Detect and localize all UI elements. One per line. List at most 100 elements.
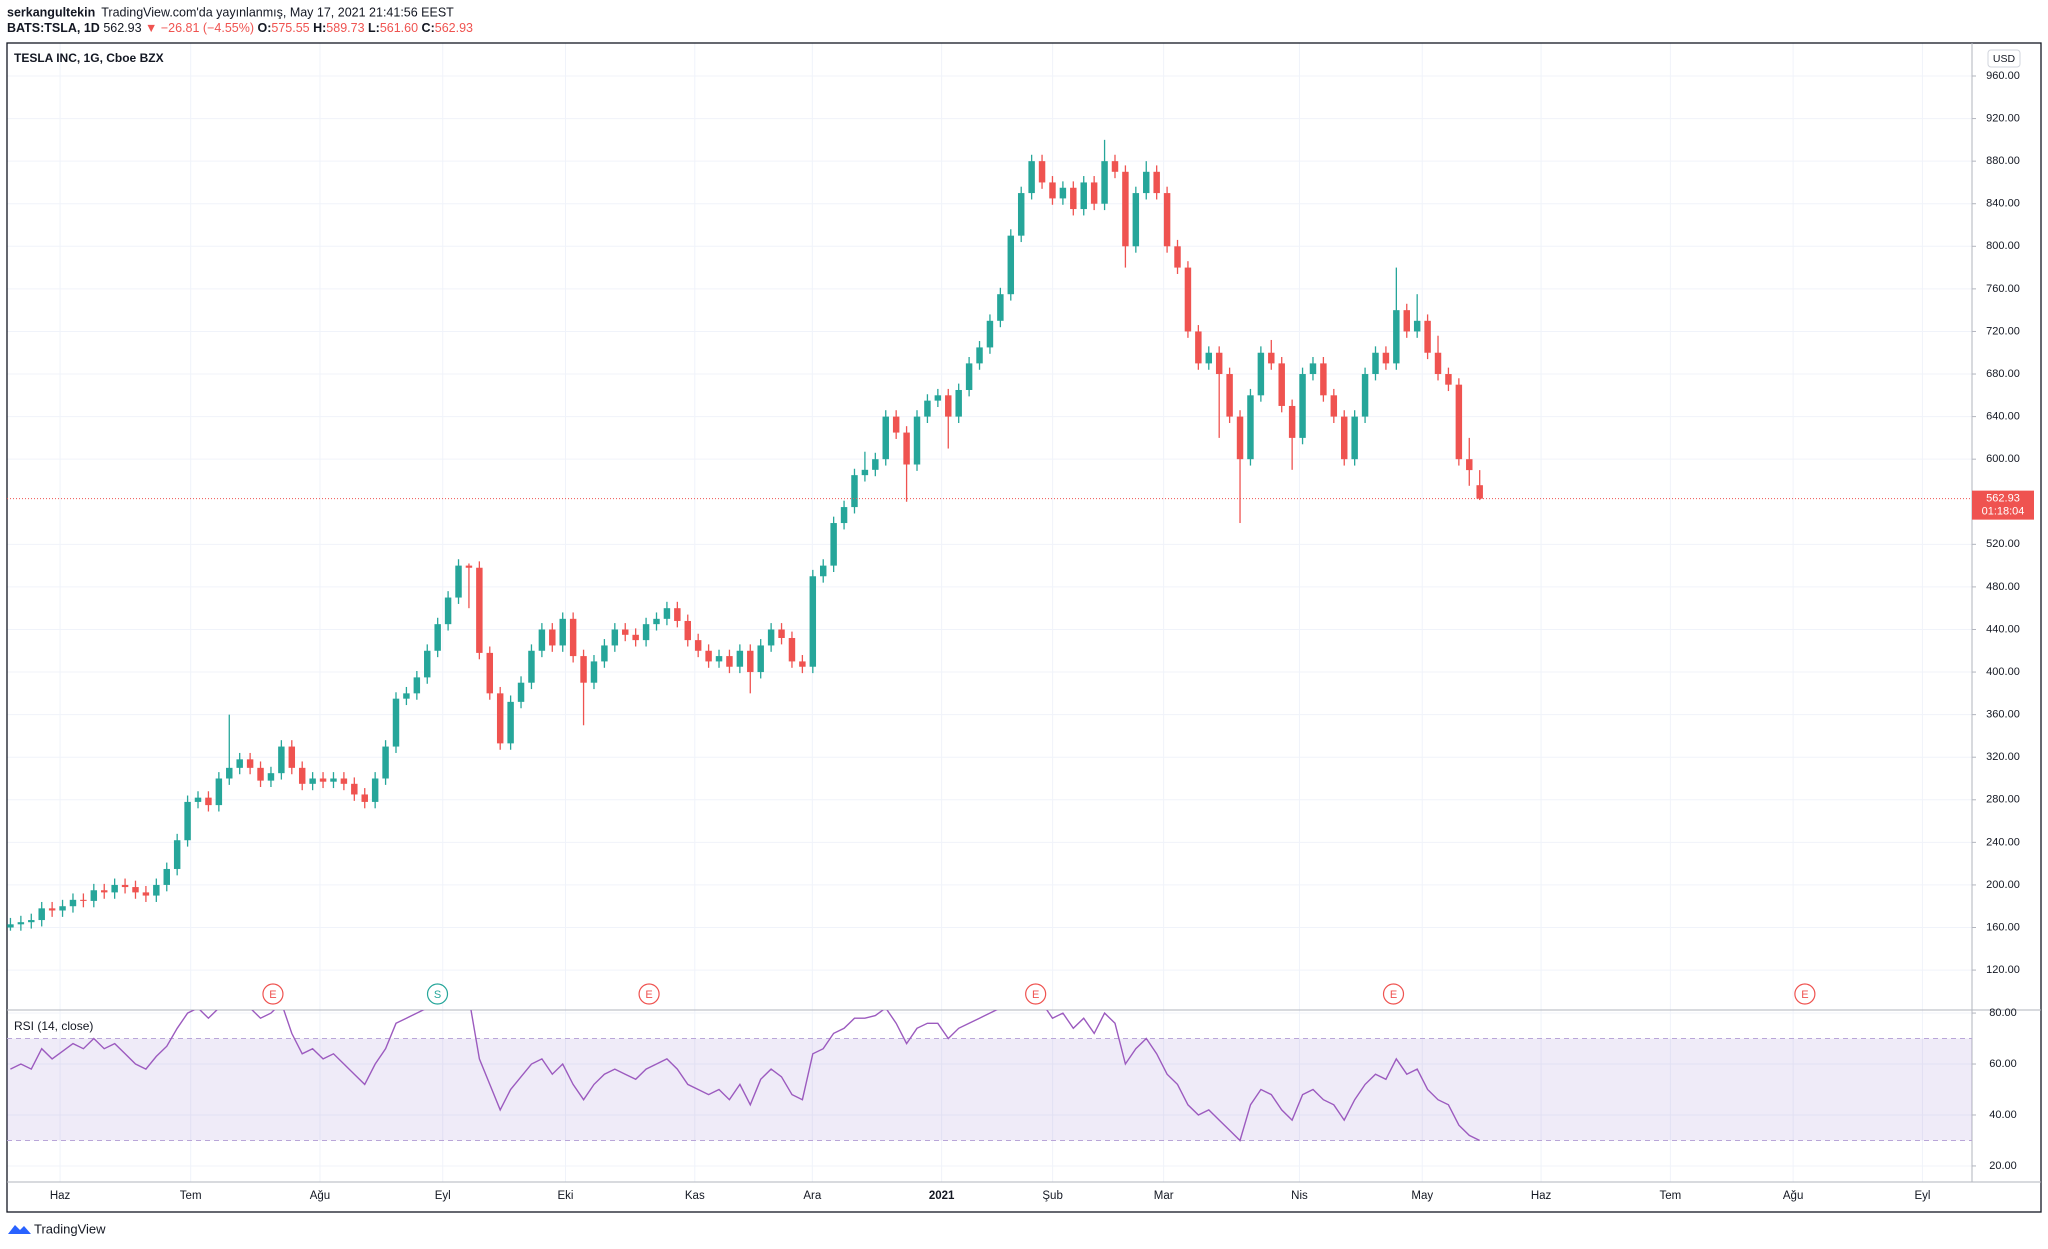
candle-body: [403, 693, 410, 699]
ohlc-value: 561.60: [380, 21, 418, 35]
candle-body: [549, 629, 556, 646]
candle-body: [392, 698, 400, 747]
event-marker: [262, 983, 284, 1005]
chart-title: TESLA INC, 1G, Cboe BZX: [14, 51, 164, 65]
candle-body: [799, 661, 806, 667]
candle-body: [569, 618, 577, 657]
x-tick-label: Şub: [1042, 1190, 1062, 1202]
candle-body: [1153, 171, 1160, 194]
candle-body: [476, 567, 483, 653]
candle-body: [1309, 363, 1317, 375]
candle-body: [1007, 235, 1015, 295]
candle-body: [298, 767, 306, 784]
y-tick-label: 160.00: [1986, 921, 2020, 933]
candle-body: [288, 746, 296, 768]
candle-body: [913, 416, 921, 465]
candle-body: [1393, 310, 1400, 364]
y-tick-label: 80.00: [1989, 1007, 2017, 1019]
candle-body: [1299, 374, 1306, 438]
candle-body: [163, 868, 170, 885]
candle-body: [1163, 193, 1171, 247]
y-tick-label: 280.00: [1986, 794, 2020, 806]
candle-body: [892, 416, 900, 433]
candle-body: [955, 389, 962, 417]
x-tick-label: 2021: [929, 1190, 955, 1202]
y-tick-label: 520.00: [1986, 538, 2020, 550]
candle-body: [1413, 320, 1421, 332]
footer-brand: TradingView: [34, 1221, 106, 1236]
candle-body: [184, 801, 191, 841]
footer: TradingView: [8, 1221, 106, 1236]
event-marker: [1794, 983, 1816, 1005]
candle-body: [371, 778, 379, 802]
header: serkangultekin TradingView.com'da yayınl…: [7, 5, 473, 35]
candle-body: [226, 767, 233, 779]
candle-body: [413, 677, 421, 694]
candle-body: [1038, 161, 1046, 183]
price-pane: [7, 139, 1972, 931]
y-tick-label: 320.00: [1986, 751, 2020, 763]
candle-body: [69, 899, 77, 907]
candle-body: [976, 347, 983, 364]
candle-body: [684, 620, 691, 641]
candle-body: [653, 618, 660, 625]
candle-body: [1403, 310, 1410, 332]
y-tick-label: 600.00: [1986, 453, 2020, 465]
y-tick-label: 680.00: [1986, 368, 2020, 380]
candle-body: [903, 432, 910, 465]
y-tick-label: 40.00: [1989, 1109, 2017, 1121]
candle-body: [726, 656, 733, 667]
candle-body: [1320, 363, 1327, 396]
candle-body: [1361, 374, 1369, 417]
candle-body: [1278, 363, 1285, 406]
x-tick-label: Eki: [558, 1190, 574, 1202]
candle-body: [1132, 193, 1140, 247]
candle-body: [1288, 405, 1296, 438]
candle-body: [1070, 187, 1077, 210]
candle-body: [246, 759, 254, 768]
candle-body: [1049, 182, 1056, 199]
candle-body: [1090, 182, 1098, 204]
candle-body: [267, 773, 275, 781]
x-tick-label: Ağu: [1783, 1190, 1803, 1202]
candle-body: [1017, 193, 1025, 236]
candle-body: [945, 395, 952, 417]
candle-body: [1445, 374, 1452, 385]
x-tick-label: Tem: [180, 1190, 202, 1202]
candle-body: [642, 624, 650, 641]
candle-body: [90, 890, 98, 901]
candle-body: [601, 645, 608, 662]
candle-body: [205, 797, 212, 806]
candle-body: [257, 767, 264, 781]
candle-body: [486, 652, 494, 694]
candle-body: [1184, 267, 1192, 332]
x-tick-label: Eyl: [435, 1190, 451, 1202]
y-tick-label: 920.00: [1986, 112, 2020, 124]
rsi-pane: [7, 1010, 1972, 1142]
x-tick-label: Haz: [1531, 1190, 1552, 1202]
candle-body: [142, 892, 150, 896]
last: 562.93: [103, 21, 141, 35]
y-tick-label: 800.00: [1986, 240, 2020, 252]
candle-body: [1424, 320, 1431, 353]
candle-body: [330, 778, 337, 782]
event-marker: [426, 983, 449, 1005]
ohlc-label: L:: [368, 21, 380, 35]
event-marker: [1025, 983, 1047, 1005]
candle-body: [1080, 182, 1087, 210]
candle-body: [517, 682, 525, 702]
candle-body: [309, 778, 316, 784]
candle-body: [319, 778, 327, 782]
candle-body: [455, 565, 462, 598]
candle-body: [861, 469, 869, 476]
candle-body: [111, 884, 118, 893]
x-tick-label: Ağu: [310, 1190, 330, 1202]
ohlc-label: O:: [257, 21, 271, 35]
y-tick-label: 400.00: [1986, 666, 2020, 678]
y-tick-label: 20.00: [1989, 1160, 2017, 1172]
currency: USD: [1993, 53, 2016, 65]
y-tick-label: 880.00: [1986, 155, 2020, 167]
candle-body: [351, 783, 358, 795]
candle-body: [1455, 384, 1463, 460]
